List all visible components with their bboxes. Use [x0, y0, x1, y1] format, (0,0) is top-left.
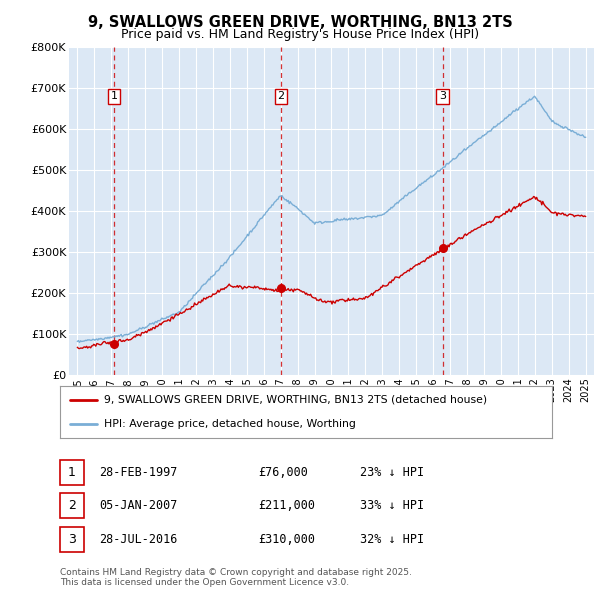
Text: 32% ↓ HPI: 32% ↓ HPI	[360, 533, 424, 546]
Text: 1: 1	[68, 466, 76, 478]
Text: 3: 3	[439, 91, 446, 101]
Text: 1: 1	[110, 91, 118, 101]
Text: 9, SWALLOWS GREEN DRIVE, WORTHING, BN13 2TS: 9, SWALLOWS GREEN DRIVE, WORTHING, BN13 …	[88, 15, 512, 30]
Text: 9, SWALLOWS GREEN DRIVE, WORTHING, BN13 2TS (detached house): 9, SWALLOWS GREEN DRIVE, WORTHING, BN13 …	[104, 395, 487, 405]
Text: 28-JUL-2016: 28-JUL-2016	[99, 533, 178, 546]
Text: 2: 2	[277, 91, 284, 101]
Text: 2: 2	[68, 499, 76, 512]
Text: £76,000: £76,000	[258, 466, 308, 478]
Text: £211,000: £211,000	[258, 499, 315, 512]
Text: 33% ↓ HPI: 33% ↓ HPI	[360, 499, 424, 512]
Text: Contains HM Land Registry data © Crown copyright and database right 2025.
This d: Contains HM Land Registry data © Crown c…	[60, 568, 412, 587]
Text: 23% ↓ HPI: 23% ↓ HPI	[360, 466, 424, 478]
Text: HPI: Average price, detached house, Worthing: HPI: Average price, detached house, Wort…	[104, 419, 356, 429]
Text: Price paid vs. HM Land Registry's House Price Index (HPI): Price paid vs. HM Land Registry's House …	[121, 28, 479, 41]
Text: 05-JAN-2007: 05-JAN-2007	[99, 499, 178, 512]
Text: 3: 3	[68, 533, 76, 546]
Text: 28-FEB-1997: 28-FEB-1997	[99, 466, 178, 478]
Text: £310,000: £310,000	[258, 533, 315, 546]
